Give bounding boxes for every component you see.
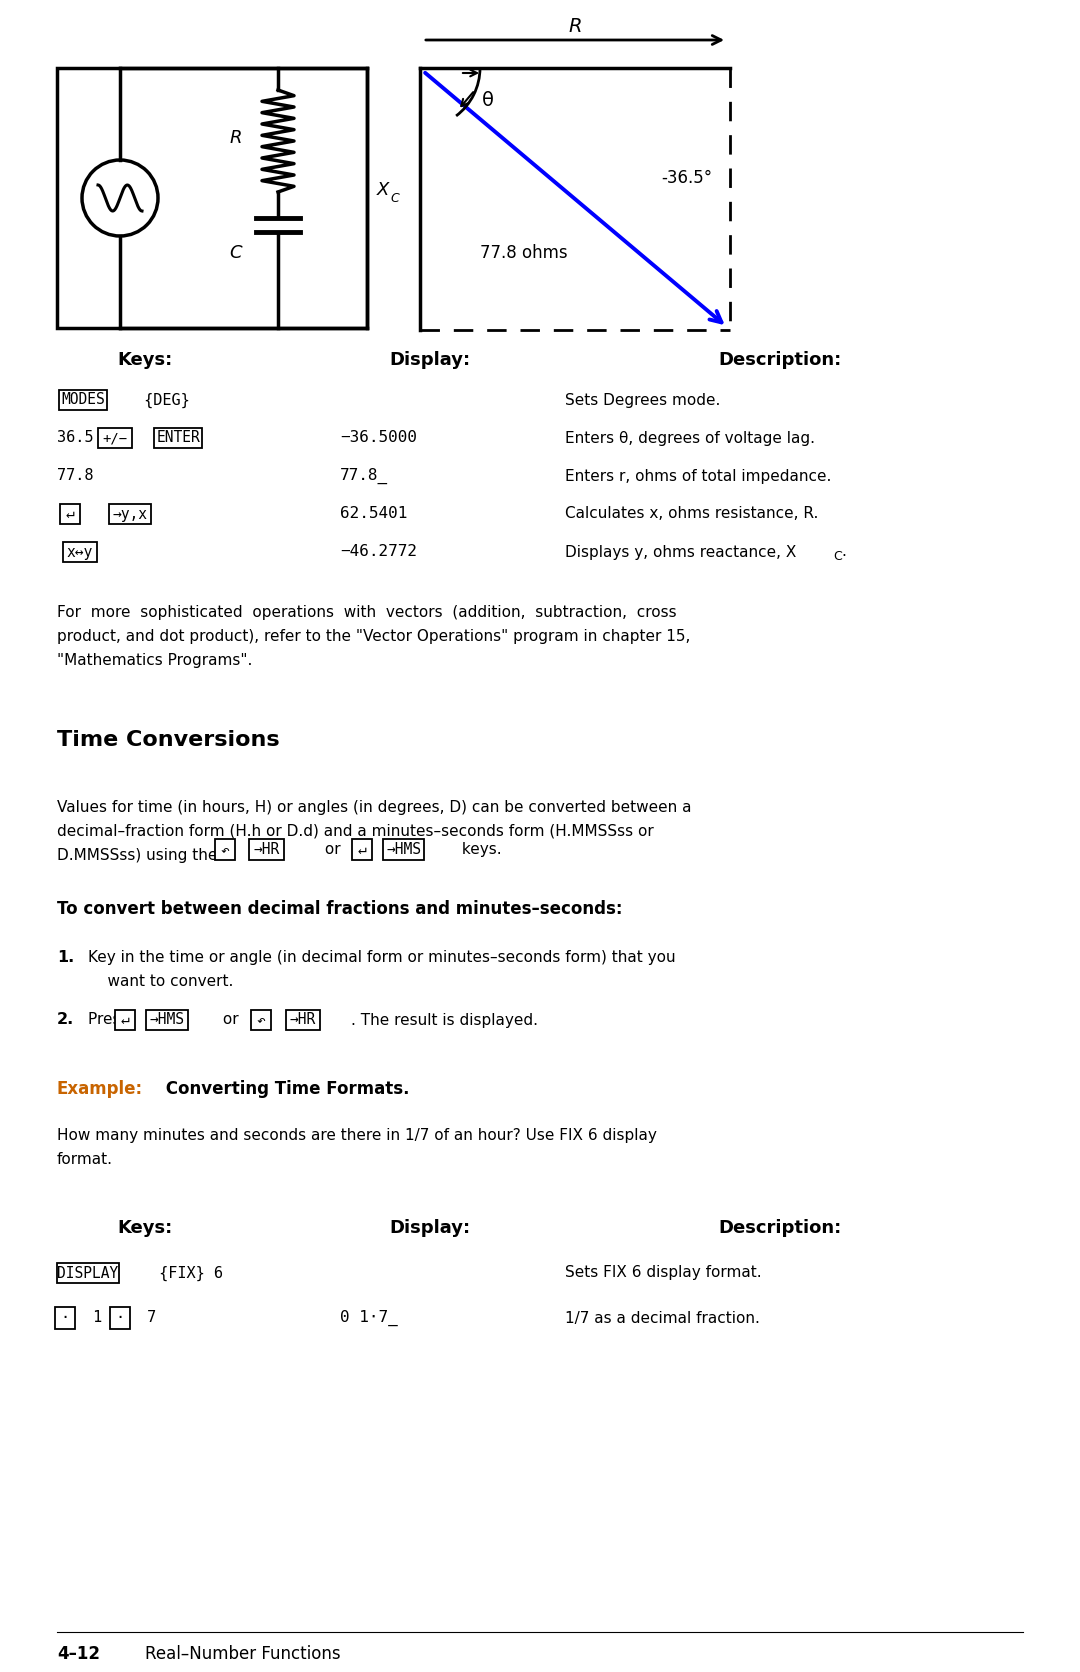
Text: 7: 7: [138, 1311, 157, 1326]
Text: ↵: ↵: [66, 507, 75, 522]
Bar: [57, 69, 367, 328]
Text: ·: ·: [60, 1311, 69, 1326]
Text: To convert between decimal fractions and minutes–seconds:: To convert between decimal fractions and…: [57, 900, 622, 918]
Text: Calculates x, ohms resistance, R.: Calculates x, ohms resistance, R.: [565, 507, 819, 522]
FancyBboxPatch shape: [98, 428, 132, 448]
Text: or: or: [218, 1013, 243, 1028]
Text: →HMS: →HMS: [387, 841, 421, 856]
FancyBboxPatch shape: [146, 1010, 188, 1030]
Text: +/−: +/−: [103, 431, 127, 445]
FancyBboxPatch shape: [110, 1308, 131, 1329]
Text: Real–Number Functions: Real–Number Functions: [145, 1645, 340, 1664]
FancyBboxPatch shape: [109, 503, 151, 525]
FancyBboxPatch shape: [55, 1308, 76, 1329]
FancyBboxPatch shape: [63, 542, 97, 562]
Text: .: .: [841, 545, 846, 560]
Text: 62.5401: 62.5401: [340, 507, 407, 522]
Text: Sets Degrees mode.: Sets Degrees mode.: [565, 393, 720, 408]
FancyBboxPatch shape: [56, 1262, 120, 1282]
Text: DISPLAY: DISPLAY: [57, 1266, 119, 1281]
Text: R: R: [568, 17, 582, 35]
Text: x↔y: x↔y: [67, 545, 93, 560]
Text: →HR: →HR: [289, 1013, 316, 1028]
Text: Values for time (in hours, H) or angles (in degrees, D) can be converted between: Values for time (in hours, H) or angles …: [57, 799, 691, 863]
Text: 36.5: 36.5: [57, 430, 94, 445]
Text: . The result is displayed.: . The result is displayed.: [351, 1013, 538, 1028]
Text: ENTER: ENTER: [157, 430, 200, 445]
Text: 1/7 as a decimal fraction.: 1/7 as a decimal fraction.: [565, 1311, 760, 1326]
Text: Keys:: Keys:: [118, 1219, 173, 1237]
FancyBboxPatch shape: [382, 839, 424, 859]
Text: X: X: [377, 181, 390, 199]
Text: Press: Press: [87, 1013, 133, 1028]
Text: 77.8_: 77.8_: [340, 468, 388, 485]
FancyBboxPatch shape: [286, 1010, 320, 1030]
FancyBboxPatch shape: [58, 390, 107, 410]
Text: 77.8: 77.8: [57, 468, 94, 483]
Text: −36.5000: −36.5000: [340, 430, 417, 445]
Text: keys.: keys.: [457, 841, 501, 856]
Text: 4–12: 4–12: [57, 1645, 100, 1664]
Text: or: or: [320, 841, 346, 856]
Text: ↵: ↵: [357, 841, 366, 856]
Text: Display:: Display:: [390, 351, 471, 370]
Text: Description:: Description:: [718, 351, 841, 370]
Text: Sets FIX 6 display format.: Sets FIX 6 display format.: [565, 1266, 761, 1281]
Text: Key in the time or angle (in decimal form or minutes–seconds form) that you
    : Key in the time or angle (in decimal for…: [87, 950, 676, 990]
FancyBboxPatch shape: [153, 428, 202, 448]
Text: −46.2772: −46.2772: [340, 545, 417, 560]
Text: 2.: 2.: [57, 1013, 75, 1028]
Text: ↶: ↶: [257, 1013, 266, 1028]
FancyBboxPatch shape: [59, 503, 80, 525]
Text: {FIX} 6: {FIX} 6: [150, 1266, 222, 1281]
FancyBboxPatch shape: [251, 1010, 271, 1030]
Text: C: C: [390, 192, 399, 204]
Text: For  more  sophisticated  operations  with  vectors  (addition,  subtraction,  c: For more sophisticated operations with v…: [57, 605, 690, 669]
Text: Example:: Example:: [57, 1080, 144, 1099]
Text: Enters θ, degrees of voltage lag.: Enters θ, degrees of voltage lag.: [565, 430, 815, 445]
Text: Time Conversions: Time Conversions: [57, 731, 280, 751]
Text: ↵: ↵: [121, 1013, 130, 1028]
FancyBboxPatch shape: [215, 839, 234, 859]
Text: How many minutes and seconds are there in 1/7 of an hour? Use FIX 6 display
form: How many minutes and seconds are there i…: [57, 1129, 657, 1167]
Text: {DEG}: {DEG}: [135, 393, 190, 408]
Text: →HR: →HR: [254, 841, 280, 856]
Text: Converting Time Formats.: Converting Time Formats.: [160, 1080, 409, 1099]
Text: ·: ·: [116, 1311, 124, 1326]
Text: →y,x: →y,x: [112, 507, 148, 522]
Text: Displays y, ohms reactance, X: Displays y, ohms reactance, X: [565, 545, 796, 560]
Text: Keys:: Keys:: [118, 351, 173, 370]
Text: →HMS: →HMS: [149, 1013, 185, 1028]
Text: C: C: [833, 550, 841, 563]
Text: 77.8 ohms: 77.8 ohms: [480, 244, 568, 263]
Text: Display:: Display:: [390, 1219, 471, 1237]
FancyBboxPatch shape: [114, 1010, 135, 1030]
Text: MODES: MODES: [62, 393, 105, 408]
Text: Enters r, ohms of total impedance.: Enters r, ohms of total impedance.: [565, 468, 832, 483]
Text: R: R: [230, 129, 242, 147]
Text: 1: 1: [84, 1311, 111, 1326]
Text: 0 1⋅7_: 0 1⋅7_: [340, 1309, 397, 1326]
Text: θ: θ: [482, 90, 494, 109]
Text: ↶: ↶: [220, 841, 229, 856]
Text: -36.5°: -36.5°: [661, 169, 712, 187]
FancyBboxPatch shape: [351, 839, 372, 859]
Text: Description:: Description:: [718, 1219, 841, 1237]
Text: C: C: [230, 244, 242, 263]
FancyBboxPatch shape: [249, 839, 284, 859]
Text: 1.: 1.: [57, 950, 75, 965]
